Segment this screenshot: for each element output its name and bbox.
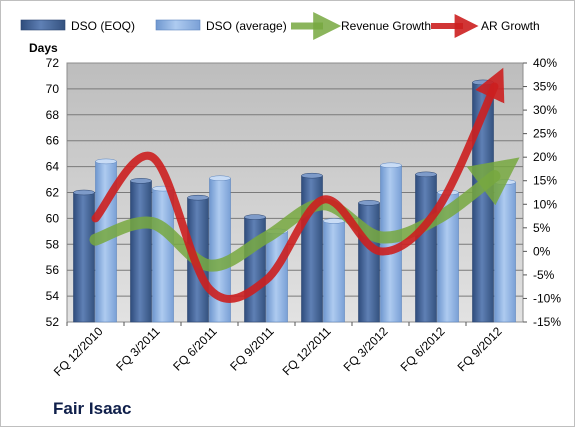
y-tick-label: 64: [46, 160, 60, 174]
x-tick-label: FQ 3/2012: [341, 324, 391, 374]
bar-body: [152, 188, 174, 323]
x-tick-label: FQ 6/2011: [170, 324, 220, 374]
bar-cap: [358, 200, 380, 206]
y2-tick-label: -5%: [533, 268, 555, 282]
y-tick-label: 54: [46, 289, 60, 303]
bar-dso-average: [323, 218, 345, 323]
legend-entry: DSO (average): [155, 19, 287, 33]
company-name: Fair Isaac: [53, 399, 132, 418]
bar-dso-average: [209, 175, 231, 323]
bar-body: [73, 192, 95, 323]
y-tick-label: 62: [46, 186, 60, 200]
ar-growth-line: [91, 67, 505, 303]
bar-dso-eoq: [358, 200, 380, 323]
y2-tick-label: 40%: [533, 56, 557, 70]
legend-entry: AR Growth: [431, 14, 540, 38]
bar-dso-eoq: [130, 178, 152, 323]
bar-cap: [187, 194, 209, 201]
legend-swatch: [155, 19, 201, 31]
y-axis-title: Days: [29, 41, 58, 55]
y2-tick-label: -15%: [533, 315, 561, 329]
legend-entry: Revenue Growth: [291, 12, 431, 40]
bar-cap: [415, 171, 437, 178]
x-tick-label: FQ 12/2011: [280, 324, 334, 378]
bar-dso-eoq: [301, 172, 323, 323]
y2-tick-label: 35%: [533, 80, 557, 94]
y-tick-label: 56: [46, 263, 60, 277]
y-tick-label: 58: [46, 237, 60, 251]
legend-label: Revenue Growth: [341, 19, 431, 33]
y2-tick-label: 5%: [533, 221, 551, 235]
legend-label: DSO (average): [206, 19, 287, 33]
y-tick-label: 72: [46, 56, 60, 70]
bar-body: [323, 220, 345, 323]
y2-tick-label: 25%: [533, 127, 557, 141]
y-tick-label: 70: [46, 82, 60, 96]
x-tick-label: FQ 9/2011: [227, 324, 277, 374]
bar-cap: [209, 175, 231, 182]
bar-cap: [73, 189, 95, 196]
x-tick-label: FQ 9/2012: [455, 324, 505, 374]
bar-cap: [472, 79, 494, 86]
x-tick-label: FQ 12/2010: [51, 324, 106, 379]
bar-cap: [95, 158, 117, 165]
bar-cap: [130, 178, 152, 184]
bar-dso-average: [152, 185, 174, 323]
y-tick-label: 66: [46, 134, 60, 148]
legend-swatch: [20, 19, 66, 31]
y2-tick-label: 30%: [533, 103, 557, 117]
bar-dso-eoq: [244, 214, 266, 323]
legend-label: AR Growth: [481, 19, 540, 33]
y-tick-label: 60: [46, 211, 60, 225]
legend-entry: DSO (EOQ): [20, 19, 135, 33]
bar-cap: [323, 218, 345, 224]
legend-label: DSO (EOQ): [71, 19, 135, 33]
y2-tick-label: 15%: [533, 174, 557, 188]
y2-tick-label: 0%: [533, 244, 551, 258]
y2-tick-label: -10%: [533, 291, 561, 305]
x-tick-label: FQ 3/2011: [113, 324, 163, 374]
bar-body: [494, 181, 516, 323]
bar-cap: [244, 214, 266, 220]
bar-body: [415, 174, 437, 323]
y-tick-label: 52: [46, 315, 60, 329]
bar-dso-eoq: [73, 189, 95, 323]
y2-tick-label: 20%: [533, 150, 557, 164]
bar-cap: [380, 162, 402, 169]
x-tick-label: FQ 6/2012: [398, 324, 448, 374]
bar-cap: [301, 172, 323, 179]
y-tick-label: 68: [46, 108, 60, 122]
bar-dso-eoq: [415, 171, 437, 323]
bar-dso-average: [494, 179, 516, 323]
bar-body: [130, 180, 152, 323]
y2-tick-label: 10%: [533, 197, 557, 211]
